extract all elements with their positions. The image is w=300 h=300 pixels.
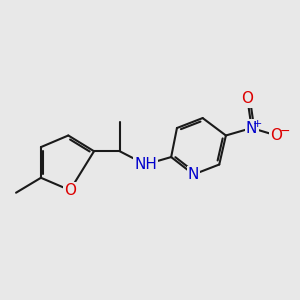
Text: N: N bbox=[188, 167, 199, 182]
Text: −: − bbox=[280, 125, 290, 138]
Text: NH: NH bbox=[134, 157, 157, 172]
Text: O: O bbox=[64, 183, 76, 198]
Text: O: O bbox=[271, 128, 283, 143]
Text: O: O bbox=[242, 92, 254, 106]
Text: +: + bbox=[252, 119, 262, 129]
Text: N: N bbox=[246, 121, 257, 136]
